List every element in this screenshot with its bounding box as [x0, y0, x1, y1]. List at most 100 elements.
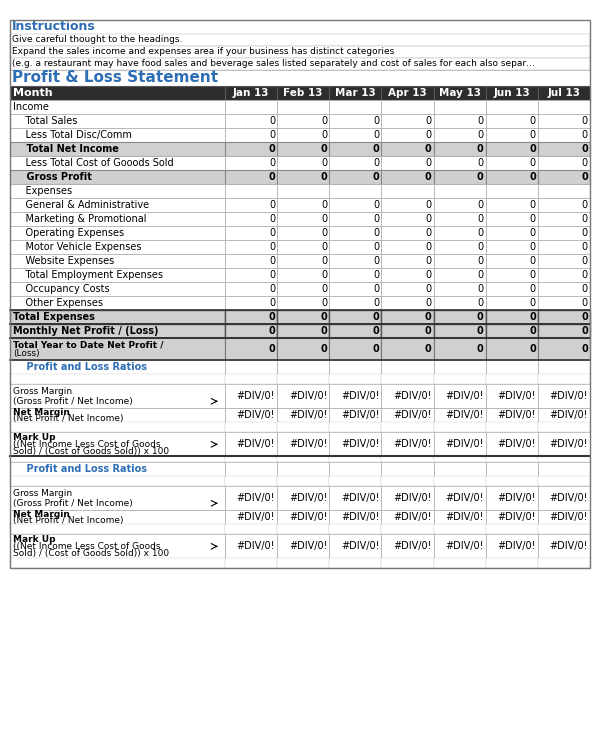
Bar	[538, 374, 590, 384]
Bar	[382, 254, 434, 268]
Text: 0: 0	[425, 144, 431, 154]
Bar	[225, 212, 277, 226]
Bar	[277, 282, 329, 296]
Text: Expand the sales income and expenses area if your business has distinct categori: Expand the sales income and expenses are…	[12, 47, 394, 56]
Bar	[486, 432, 538, 456]
Text: 0: 0	[373, 158, 379, 168]
Bar	[382, 324, 434, 338]
Text: 0: 0	[582, 228, 588, 238]
Text: 0: 0	[530, 200, 536, 210]
Bar	[10, 86, 225, 100]
Text: 0: 0	[478, 256, 484, 266]
Bar	[538, 324, 590, 338]
Bar	[329, 86, 382, 100]
Bar	[225, 510, 277, 524]
Text: 0: 0	[373, 312, 379, 322]
Bar	[434, 510, 486, 524]
Bar	[329, 128, 382, 142]
Bar	[486, 374, 538, 384]
Text: #DIV/0!: #DIV/0!	[341, 391, 379, 401]
Text: 0: 0	[477, 144, 484, 154]
Bar	[225, 198, 277, 212]
Bar	[434, 240, 486, 254]
Bar	[10, 476, 225, 486]
Bar	[277, 114, 329, 128]
Bar	[538, 184, 590, 198]
Text: 0: 0	[269, 284, 275, 294]
Bar	[382, 338, 434, 360]
Text: 0: 0	[269, 214, 275, 224]
Text: 0: 0	[530, 130, 536, 140]
Text: (e.g. a restaurant may have food sales and beverage sales listed separately and : (e.g. a restaurant may have food sales a…	[12, 60, 535, 69]
Bar	[225, 296, 277, 310]
Text: 0: 0	[529, 312, 536, 322]
Text: May 13: May 13	[439, 88, 481, 98]
Bar	[486, 462, 538, 476]
Bar	[277, 142, 329, 156]
Bar	[10, 212, 225, 226]
Bar	[10, 128, 225, 142]
Bar	[434, 384, 486, 408]
Text: 0: 0	[581, 344, 588, 354]
Bar	[382, 476, 434, 486]
Text: 0: 0	[530, 242, 536, 252]
Bar	[382, 510, 434, 524]
Text: 0: 0	[425, 298, 431, 308]
Text: #DIV/0!: #DIV/0!	[289, 512, 327, 522]
Bar	[277, 240, 329, 254]
Bar	[329, 486, 382, 510]
Bar	[538, 422, 590, 432]
Bar	[538, 384, 590, 408]
Bar	[10, 524, 225, 534]
Text: #DIV/0!: #DIV/0!	[341, 439, 379, 449]
Bar	[277, 128, 329, 142]
Bar	[225, 184, 277, 198]
Bar	[486, 128, 538, 142]
Bar	[382, 212, 434, 226]
Bar	[225, 268, 277, 282]
Text: 0: 0	[321, 158, 327, 168]
Text: 0: 0	[478, 270, 484, 280]
Bar	[329, 534, 382, 558]
Bar	[10, 114, 225, 128]
Bar	[434, 198, 486, 212]
Bar	[10, 432, 225, 456]
Bar	[382, 268, 434, 282]
Bar	[382, 114, 434, 128]
Bar	[329, 408, 382, 422]
Text: Jun 13: Jun 13	[493, 88, 530, 98]
Bar	[277, 486, 329, 510]
Text: 0: 0	[582, 116, 588, 126]
Bar	[225, 310, 277, 324]
Text: #DIV/0!: #DIV/0!	[236, 541, 275, 551]
Text: 0: 0	[321, 200, 327, 210]
Bar	[486, 534, 538, 558]
Text: Give careful thought to the headings.: Give careful thought to the headings.	[12, 36, 182, 45]
Text: 0: 0	[373, 256, 379, 266]
Text: Other Expenses: Other Expenses	[13, 298, 103, 308]
Bar	[538, 558, 590, 568]
Bar	[277, 226, 329, 240]
Bar	[10, 184, 225, 198]
Text: 0: 0	[321, 116, 327, 126]
Bar	[486, 476, 538, 486]
Bar	[10, 34, 590, 46]
Text: Monthly Net Profit / (Loss): Monthly Net Profit / (Loss)	[13, 326, 158, 336]
Bar	[10, 226, 225, 240]
Bar	[434, 456, 486, 462]
Text: 0: 0	[530, 284, 536, 294]
Text: 0: 0	[582, 256, 588, 266]
Text: Net Margin: Net Margin	[13, 510, 70, 519]
Text: #DIV/0!: #DIV/0!	[341, 541, 379, 551]
Bar	[277, 524, 329, 534]
Text: #DIV/0!: #DIV/0!	[393, 493, 431, 503]
Bar	[225, 486, 277, 510]
Text: Mark Up: Mark Up	[13, 433, 56, 442]
Text: #DIV/0!: #DIV/0!	[497, 541, 536, 551]
Text: Website Expenses: Website Expenses	[13, 256, 114, 266]
Bar	[225, 254, 277, 268]
Text: 0: 0	[478, 158, 484, 168]
Text: Total Year to Date Net Profit /: Total Year to Date Net Profit /	[13, 340, 163, 350]
Bar	[538, 268, 590, 282]
Bar	[382, 282, 434, 296]
